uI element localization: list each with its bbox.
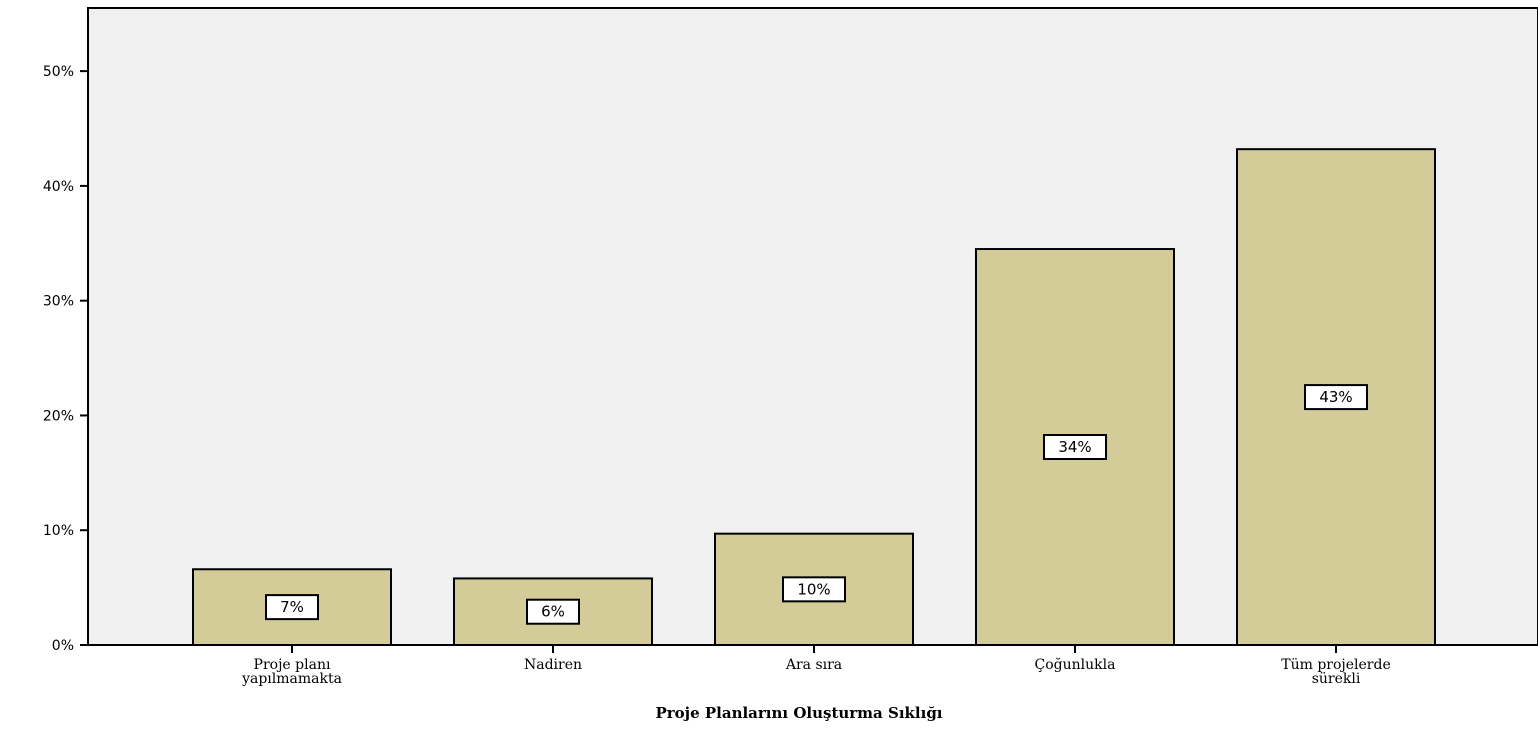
data-label-box [265, 594, 319, 621]
x-tick-label: Tüm projelerde sürekli [1281, 657, 1391, 687]
data-label: 6% [541, 603, 565, 621]
data-label: 43% [1319, 388, 1352, 406]
data-label-box [782, 576, 846, 603]
data-label-box [1304, 384, 1368, 411]
x-tick-label: Ara sıra [785, 657, 842, 673]
y-tick-label: 40% [43, 179, 74, 195]
x-tick-label: Nadiren [524, 657, 582, 673]
y-tick-label: 20% [43, 408, 74, 424]
data-label-box [1043, 434, 1107, 461]
x-axis-title: Proje Planlarını Oluşturma Sıklığı [656, 704, 943, 722]
bars-group: 7% 6% 10% 34% 43% [192, 148, 1436, 647]
y-axis: 0% 10% 20% 30% 40% 50% [43, 8, 89, 654]
data-label: 10% [797, 580, 830, 598]
x-tick-label: Çoğunlukla [1035, 657, 1116, 673]
data-label-box [526, 598, 580, 625]
y-tick-label: 0% [52, 638, 74, 654]
y-tick-label: 30% [43, 294, 74, 310]
x-axis: Proje planı yapılmamakta Nadiren Ara sıra Ço… [88, 644, 1538, 687]
y-tick-label: 50% [43, 64, 74, 80]
y-tick-label: 10% [43, 523, 74, 539]
x-tick-label: Proje planı yapılmamakta [241, 657, 342, 687]
data-label: 34% [1058, 438, 1091, 456]
data-label: 7% [280, 598, 304, 616]
